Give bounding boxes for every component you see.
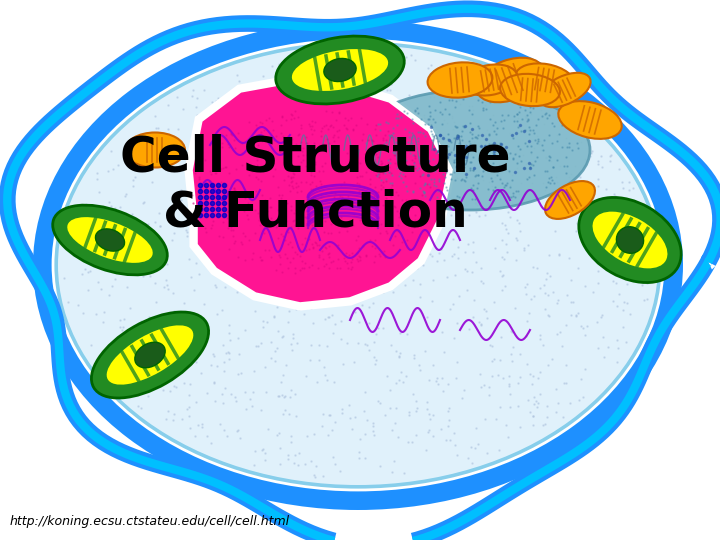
Ellipse shape (616, 227, 644, 253)
Ellipse shape (91, 312, 209, 398)
Ellipse shape (593, 212, 667, 268)
Ellipse shape (500, 74, 560, 106)
Polygon shape (190, 80, 450, 305)
Text: http://koning.ecsu.ctstateu.edu/cell/cell.html: http://koning.ecsu.ctstateu.edu/cell/cel… (10, 515, 290, 528)
Ellipse shape (463, 64, 517, 96)
Text: Cell Structure
& Function: Cell Structure & Function (120, 133, 510, 237)
Ellipse shape (67, 217, 153, 263)
Ellipse shape (477, 58, 544, 102)
Polygon shape (190, 80, 450, 305)
Ellipse shape (350, 90, 590, 210)
Ellipse shape (579, 198, 681, 282)
Ellipse shape (135, 342, 165, 368)
Ellipse shape (53, 205, 167, 275)
Ellipse shape (33, 20, 683, 510)
Ellipse shape (516, 63, 575, 97)
Ellipse shape (539, 73, 590, 107)
Ellipse shape (428, 62, 492, 98)
Ellipse shape (53, 40, 663, 490)
Ellipse shape (58, 45, 658, 485)
Ellipse shape (96, 229, 125, 251)
Ellipse shape (276, 36, 404, 104)
Ellipse shape (292, 49, 388, 91)
Ellipse shape (125, 132, 185, 167)
Ellipse shape (558, 101, 621, 139)
Ellipse shape (107, 325, 194, 384)
Ellipse shape (545, 181, 595, 219)
Ellipse shape (324, 58, 356, 82)
